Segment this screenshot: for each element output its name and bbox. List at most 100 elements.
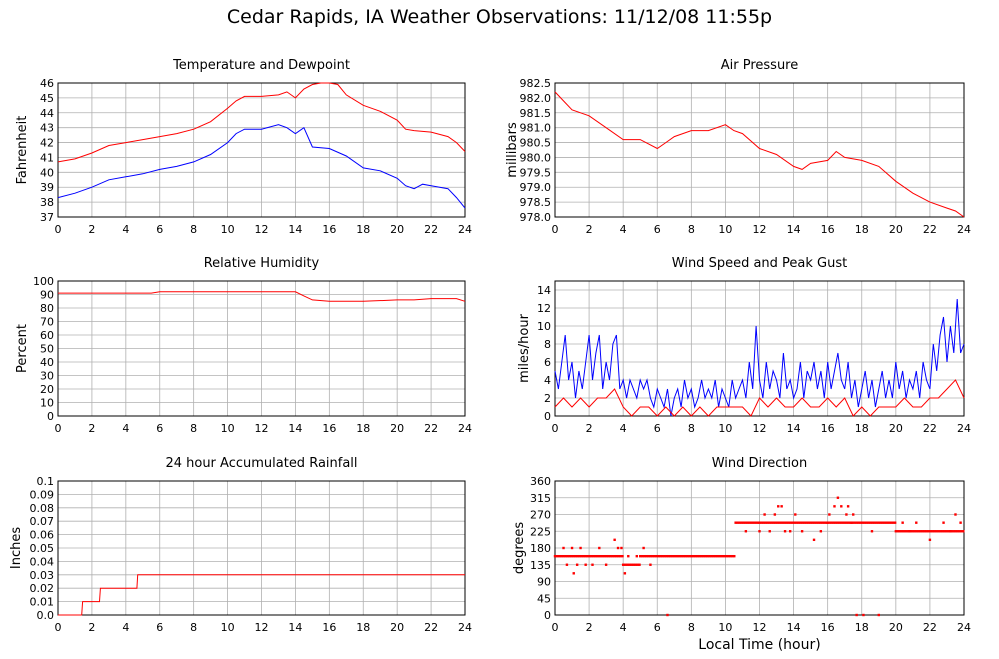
wind-ytick-label: 14	[537, 284, 551, 297]
direction-ytick-label: 45	[537, 592, 551, 605]
pressure-xtick-label: 4	[620, 223, 627, 236]
direction-xlabel: Local Time (hour)	[698, 637, 820, 653]
direction-point	[736, 521, 739, 524]
direction-point	[788, 521, 792, 524]
temp-ytick-label: 44	[40, 107, 54, 120]
pressure-ytick-label: 980.0	[520, 151, 552, 164]
direction-point	[819, 521, 823, 524]
wind-xtick-label: 2	[586, 422, 593, 435]
pressure-ytick-label: 982.5	[520, 77, 552, 90]
direction-point	[902, 530, 906, 533]
direction-point	[791, 521, 794, 524]
humidity-ytick-label: 20	[40, 383, 54, 396]
direction-point	[834, 521, 838, 524]
wind-xtick-label: 12	[753, 422, 767, 435]
direction-point	[720, 554, 724, 558]
direction-point	[714, 554, 718, 558]
direction-point	[744, 521, 748, 524]
direction-point	[931, 530, 934, 533]
rain-xtick-label: 0	[55, 621, 62, 634]
direction-xtick-label: 12	[753, 621, 767, 634]
temp-xtick-label: 20	[390, 223, 404, 236]
direction-point	[809, 521, 812, 524]
direction-point	[669, 554, 673, 558]
pressure-ytick-label: 980.5	[520, 137, 552, 150]
direction-point	[867, 521, 870, 524]
direction-point	[910, 530, 914, 533]
rain-ytick-label: 0.07	[30, 515, 55, 528]
direction-point	[870, 530, 874, 533]
direction-point	[877, 613, 880, 617]
direction-point	[564, 554, 567, 558]
direction-point	[821, 521, 825, 524]
direction-point	[853, 521, 856, 524]
rain-ytick-label: 0.09	[30, 488, 55, 501]
direction-point	[877, 521, 880, 524]
pressure-ytick-label: 981.5	[520, 107, 552, 120]
wind-ytick-label: 2	[544, 392, 551, 405]
humidity-xtick-label: 0	[55, 422, 62, 435]
humidity-xtick-label: 2	[88, 422, 95, 435]
wind-ytick-label: 12	[537, 302, 551, 315]
direction-point	[826, 521, 829, 524]
direction-point	[655, 554, 658, 558]
direction-point	[921, 530, 924, 533]
humidity-xtick-label: 14	[288, 422, 302, 435]
rain-xtick-label: 10	[221, 621, 235, 634]
direction-point	[639, 554, 642, 558]
direction-point	[819, 530, 823, 533]
direction-point	[748, 521, 752, 524]
direction-point	[592, 554, 596, 558]
direction-point	[935, 530, 938, 533]
direction-point	[754, 521, 758, 524]
direction-point	[659, 554, 662, 558]
direction-point	[553, 554, 557, 558]
direction-point	[653, 554, 656, 558]
direction-point	[954, 513, 957, 516]
direction-point	[712, 554, 716, 558]
direction-ytick-label: 90	[537, 576, 551, 589]
direction-point	[620, 546, 623, 550]
direction-point	[704, 554, 707, 558]
temp-xtick-label: 10	[221, 223, 235, 236]
direction-xtick-label: 4	[620, 621, 627, 634]
pressure-xtick-label: 6	[654, 223, 661, 236]
direction-point	[828, 521, 831, 524]
direction-point	[857, 521, 860, 524]
pressure-ytick-label: 978.5	[520, 196, 552, 209]
direction-point	[842, 521, 846, 524]
direction-point	[942, 521, 945, 524]
humidity-ytick-label: 10	[40, 397, 54, 410]
direction-point	[663, 554, 666, 558]
direction-point	[756, 521, 760, 524]
direction-point	[623, 572, 627, 575]
direction-point	[584, 554, 587, 558]
direction-point	[645, 554, 648, 558]
direction-point	[801, 521, 804, 524]
direction-point	[733, 554, 736, 558]
rain-xtick-label: 18	[356, 621, 370, 634]
wind-title: Wind Speed and Peak Gust	[672, 256, 847, 271]
direction-point	[772, 521, 776, 524]
direction-point	[893, 521, 897, 524]
rain-ytick-label: 0.08	[30, 502, 55, 515]
direction-point	[671, 554, 675, 558]
wind-xtick-label: 10	[718, 422, 732, 435]
temp-title: Temperature and Dewpoint	[172, 58, 350, 73]
direction-point	[782, 521, 786, 524]
direction-point	[716, 554, 720, 558]
direction-point	[846, 521, 850, 524]
direction-point	[770, 521, 773, 524]
rain-xtick-label: 14	[288, 621, 302, 634]
direction-point	[784, 521, 788, 524]
temp-xtick-label: 14	[288, 223, 302, 236]
humidity-ylabel: Percent	[15, 324, 30, 373]
direction-point	[758, 530, 761, 533]
temp-frame	[57, 82, 466, 218]
temp-series-line-1	[57, 124, 466, 209]
direction-point	[742, 521, 746, 524]
direction-point	[621, 554, 624, 558]
